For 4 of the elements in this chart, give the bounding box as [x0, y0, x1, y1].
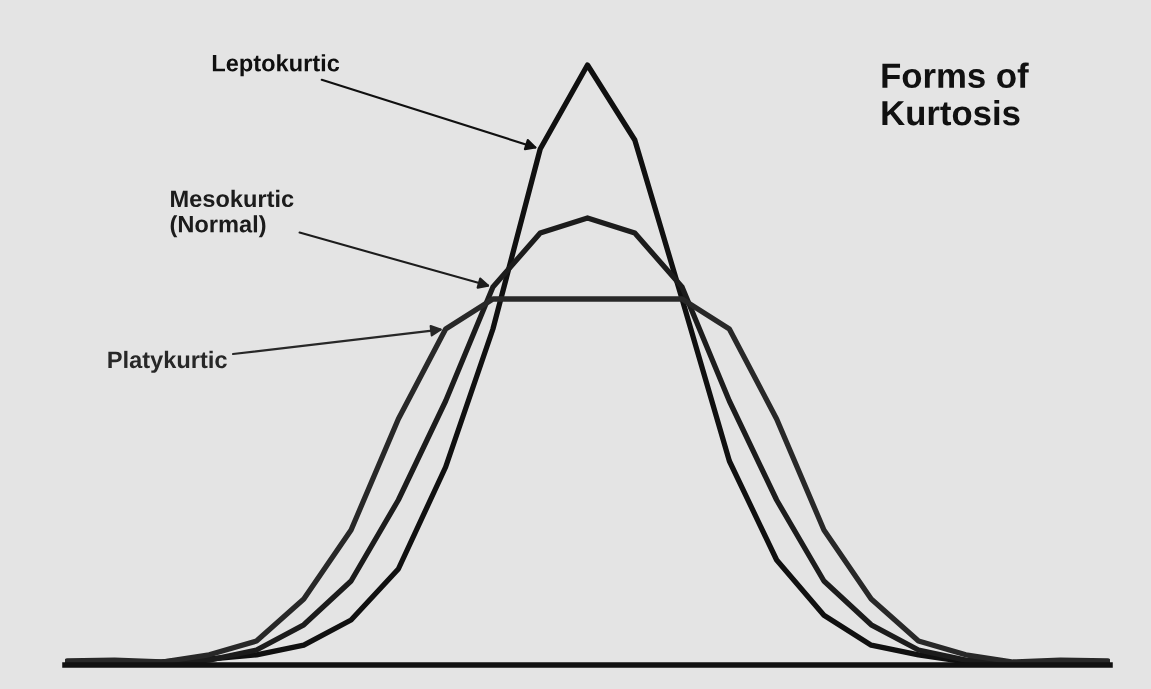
text: Platykurtic	[108, 350, 227, 373]
text: Leptokurtic	[212, 54, 340, 77]
text: Mesokurtic (Normal)	[170, 189, 294, 238]
chart-title: Forms of Kurtosis	[882, 62, 1029, 126]
